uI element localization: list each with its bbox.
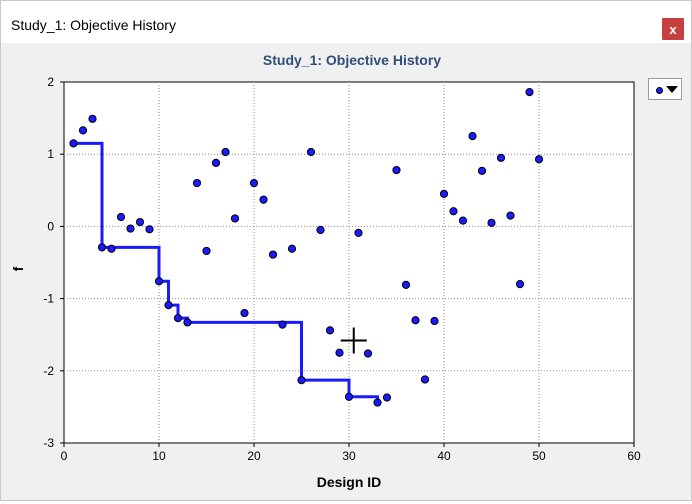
design-point: [411, 316, 420, 325]
chart-title: Study_1: Objective History: [263, 52, 441, 68]
x-tick-label: 0: [61, 449, 68, 463]
design-point: [268, 250, 278, 259]
design-point: [240, 308, 249, 318]
crosshair-cursor: [340, 327, 367, 354]
design-point: [439, 189, 449, 199]
x-tick-label: 40: [437, 449, 451, 463]
design-point: [373, 398, 382, 407]
window-title: Study_1: Objective History: [11, 17, 176, 33]
design-point: [382, 393, 392, 402]
design-point: [116, 212, 126, 222]
design-point: [173, 313, 183, 323]
y-tick-label: 2: [47, 75, 54, 89]
y-tick-label: -3: [43, 436, 54, 450]
design-point: [221, 147, 230, 157]
x-tick-label: 20: [247, 449, 261, 463]
design-point: [335, 348, 344, 357]
x-tick-label: 10: [152, 449, 166, 463]
design-point: [534, 155, 544, 164]
design-point: [230, 214, 240, 223]
window-titlebar: Study_1: Objective History x: [1, 1, 691, 43]
design-point: [135, 217, 145, 227]
design-point: [306, 147, 316, 157]
design-point: [154, 277, 164, 286]
design-point: [363, 349, 373, 358]
design-point: [88, 114, 97, 123]
design-point: [477, 166, 487, 175]
design-point: [78, 126, 88, 135]
design-point: [458, 216, 468, 225]
design-point: [287, 244, 297, 253]
design-point: [249, 178, 259, 188]
design-point: [211, 158, 221, 167]
design-point: [297, 376, 306, 385]
design-point: [430, 316, 439, 326]
design-point: [97, 243, 107, 252]
y-tick-label: 1: [47, 147, 54, 161]
x-tick-label: 60: [627, 449, 641, 463]
design-point: [525, 88, 534, 97]
design-point: [107, 244, 116, 253]
legend-marker-icon: [656, 87, 663, 94]
design-point: [449, 207, 458, 216]
design-point: [496, 153, 506, 162]
dropdown-caret-icon: [666, 86, 678, 93]
design-point: [401, 280, 411, 289]
y-tick-label: -2: [43, 364, 54, 378]
close-button[interactable]: x: [662, 18, 684, 40]
design-point: [420, 375, 430, 384]
design-point: [145, 225, 154, 234]
plot-panel: Study_1: Objective History 0 10 20 30 40 50 60…: [5, 45, 689, 499]
y-tick-label: -1: [43, 292, 54, 306]
x-tick-label: 30: [342, 449, 356, 463]
design-point: [392, 165, 401, 175]
design-point: [487, 218, 496, 227]
design-point: [278, 320, 287, 329]
design-point: [202, 246, 211, 256]
design-point: [506, 211, 515, 220]
design-point: [316, 225, 325, 235]
design-point: [69, 139, 78, 148]
design-point: [325, 326, 335, 335]
design-point: [164, 300, 173, 310]
design-point: [126, 224, 135, 233]
design-point: [468, 132, 477, 141]
design-point: [354, 228, 363, 237]
design-points: [69, 88, 544, 407]
grid-lines: [64, 82, 634, 443]
y-tick-label: 0: [47, 219, 54, 233]
objective-history-chart[interactable]: Study_1: Objective History 0 10 20 30 40 50 60…: [5, 45, 689, 499]
axis-ticks: 0 10 20 30 40 50 60 -3 -2 -1 0 1 2: [43, 75, 641, 463]
design-point: [183, 318, 192, 327]
legend-button[interactable]: [648, 78, 682, 100]
design-point: [259, 195, 268, 204]
x-axis-label: Design ID: [317, 474, 382, 490]
y-axis-label: f: [10, 266, 26, 271]
design-point: [344, 392, 354, 401]
design-point: [515, 280, 525, 289]
x-tick-label: 50: [532, 449, 546, 463]
design-point: [192, 178, 202, 188]
